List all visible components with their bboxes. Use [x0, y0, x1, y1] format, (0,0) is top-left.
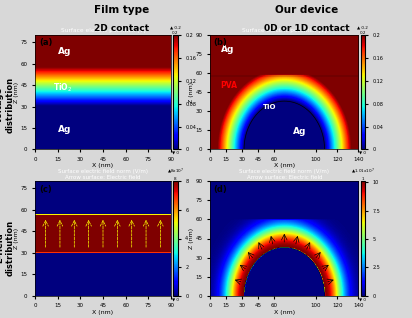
Title: ▲ 0.2
0.2: ▲ 0.2 0.2: [170, 26, 181, 35]
Title: Surface electric potential (V): Surface electric potential (V): [61, 28, 145, 33]
Title: Surface electric field norm (V/m)
Arrow surface: Electric field: Surface electric field norm (V/m) Arrow …: [58, 169, 148, 180]
Text: PVA: PVA: [221, 81, 238, 90]
Y-axis label: Z (nm): Z (nm): [14, 228, 19, 249]
Text: Voltage
distribution: Voltage distribution: [0, 77, 15, 133]
Text: (c): (c): [39, 185, 52, 194]
Title: ▲1.01x10$^7$
1: ▲1.01x10$^7$ 1: [351, 167, 375, 181]
Title: Surface electric potential (V): Surface electric potential (V): [242, 28, 327, 33]
Text: Ag: Ag: [293, 127, 306, 136]
X-axis label: X (nm): X (nm): [274, 163, 295, 169]
X-axis label: X (nm): X (nm): [92, 163, 114, 169]
Title: ▲ 0.2
0.2: ▲ 0.2 0.2: [357, 26, 368, 35]
Text: Our device: Our device: [275, 5, 339, 15]
Text: Film type: Film type: [94, 5, 149, 15]
X-axis label: ▼ 0: ▼ 0: [359, 151, 366, 155]
Text: (d): (d): [213, 185, 227, 194]
Text: E-field
distribution: E-field distribution: [0, 220, 15, 276]
Text: TiO$_2$: TiO$_2$: [53, 82, 73, 94]
Y-axis label: Z (nm): Z (nm): [14, 82, 19, 103]
X-axis label: ▼ 0: ▼ 0: [359, 297, 366, 301]
Y-axis label: Z (nm): Z (nm): [189, 82, 194, 103]
Text: Ag: Ag: [221, 45, 234, 53]
Y-axis label: Z (nm): Z (nm): [189, 228, 194, 249]
Text: 2D contact: 2D contact: [94, 24, 149, 33]
Text: 0D or 1D contact: 0D or 1D contact: [264, 24, 350, 33]
Text: Ag: Ag: [58, 46, 71, 56]
Text: (a): (a): [39, 38, 52, 47]
X-axis label: ▼ 0: ▼ 0: [172, 297, 179, 301]
X-axis label: ▼ 0: ▼ 0: [172, 151, 179, 155]
Text: TiO: TiO: [263, 104, 276, 110]
Text: (b): (b): [213, 38, 227, 47]
X-axis label: X (nm): X (nm): [92, 310, 114, 315]
X-axis label: X (nm): X (nm): [274, 310, 295, 315]
Title: ▲8x10$^7$
8: ▲8x10$^7$ 8: [167, 167, 184, 181]
Title: Surface electric field norm (V/m)
Arrow surface: Electric field: Surface electric field norm (V/m) Arrow …: [239, 169, 329, 180]
Text: Ag: Ag: [58, 125, 71, 134]
